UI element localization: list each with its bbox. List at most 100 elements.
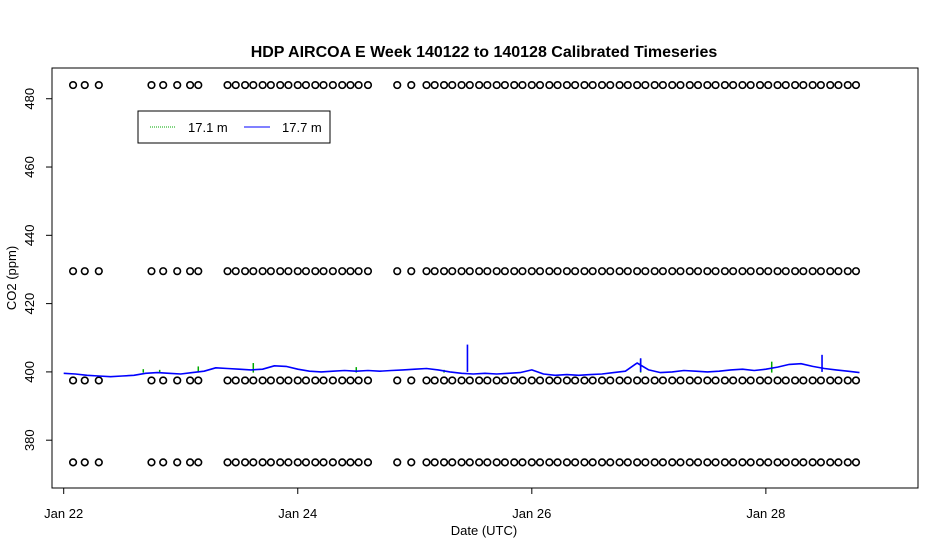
calibration-point bbox=[728, 458, 738, 467]
y-axis-label: CO2 (ppm) bbox=[4, 246, 19, 310]
calibration-point bbox=[650, 458, 659, 467]
x-axis-label: Date (UTC) bbox=[451, 523, 517, 538]
calibration-point bbox=[311, 376, 320, 385]
calibration-point bbox=[422, 267, 431, 276]
calibration-point bbox=[354, 80, 363, 90]
calibration-point bbox=[94, 458, 103, 467]
calibration-point bbox=[623, 267, 632, 276]
calibration-point bbox=[159, 458, 168, 467]
calibration-point bbox=[764, 80, 773, 90]
calibration-point bbox=[194, 80, 203, 90]
calibration-point bbox=[439, 458, 449, 467]
calibration-point bbox=[834, 267, 843, 276]
calibration-point bbox=[720, 267, 730, 276]
calibration-point bbox=[588, 458, 597, 467]
calibration-point bbox=[791, 376, 800, 385]
calibration-point bbox=[562, 376, 572, 385]
calibration-point bbox=[781, 267, 790, 276]
calibration-point bbox=[553, 80, 562, 90]
calibration-point bbox=[668, 458, 677, 467]
plot-frame bbox=[51, 67, 919, 489]
calibration-point bbox=[738, 376, 747, 385]
calibration-point bbox=[249, 267, 258, 276]
calibration-point bbox=[338, 376, 347, 385]
calibration-point bbox=[185, 458, 195, 467]
calibration-point bbox=[728, 267, 738, 276]
calibration-point bbox=[720, 80, 730, 90]
chart-title: HDP AIRCOA E Week 140122 to 140128 Calib… bbox=[251, 44, 718, 61]
calibration-point bbox=[746, 267, 755, 276]
calibration-point bbox=[422, 458, 431, 467]
calibration-point bbox=[354, 376, 363, 385]
calibration-point bbox=[311, 80, 320, 90]
calibration-point bbox=[834, 458, 843, 467]
calibration-point bbox=[301, 80, 311, 90]
calibration-point bbox=[448, 267, 457, 276]
calibration-point bbox=[816, 458, 825, 467]
calibration-point bbox=[147, 376, 156, 385]
calibration-point bbox=[668, 267, 677, 276]
calibration-point bbox=[475, 376, 484, 385]
calibration-point bbox=[393, 267, 402, 276]
calibration-point bbox=[240, 376, 250, 385]
calibration-point bbox=[231, 376, 240, 385]
calibration-point bbox=[266, 267, 275, 276]
calibration-point bbox=[668, 376, 677, 385]
calibration-point bbox=[240, 80, 250, 90]
calibration-point bbox=[641, 376, 650, 385]
calibration-point bbox=[249, 80, 258, 90]
calibration-point bbox=[843, 376, 852, 385]
y-tick-label: 480 bbox=[22, 88, 37, 110]
calibration-point bbox=[266, 458, 275, 467]
y-tick-label: 460 bbox=[22, 156, 37, 178]
calibration-point bbox=[545, 376, 554, 385]
calibration-point bbox=[80, 80, 89, 90]
x-tick-label: Jan 22 bbox=[44, 506, 83, 521]
calibration-point bbox=[430, 376, 439, 385]
y-tick-label: 420 bbox=[22, 293, 37, 315]
calibration-point bbox=[527, 458, 536, 467]
calibration-point bbox=[746, 80, 755, 90]
calibration-point bbox=[439, 376, 449, 385]
calibration-point bbox=[826, 376, 835, 385]
calibration-point bbox=[693, 267, 703, 276]
calibration-point bbox=[94, 80, 103, 90]
calibration-point bbox=[658, 80, 667, 90]
calibration-point bbox=[658, 458, 667, 467]
calibration-point bbox=[711, 458, 720, 467]
calibration-point bbox=[363, 458, 373, 467]
x-tick-label: Jan 28 bbox=[746, 506, 785, 521]
calibration-point bbox=[851, 80, 861, 90]
calibration-point bbox=[500, 267, 509, 276]
calibration-point bbox=[448, 80, 457, 90]
calibration-point bbox=[492, 376, 501, 385]
calibration-point bbox=[773, 376, 782, 385]
calibration-point bbox=[319, 267, 328, 276]
calibration-point bbox=[676, 376, 685, 385]
calibration-point bbox=[483, 376, 492, 385]
calibration-point bbox=[328, 267, 337, 276]
calibration-point bbox=[231, 80, 240, 90]
calibration-point bbox=[173, 80, 182, 90]
calibration-point bbox=[465, 267, 474, 276]
calibration-point bbox=[808, 80, 817, 90]
calibration-point bbox=[354, 458, 363, 467]
calibration-point bbox=[580, 267, 589, 276]
calibration-point bbox=[173, 267, 182, 276]
calibration-point bbox=[571, 267, 580, 276]
calibration-point bbox=[475, 267, 484, 276]
calibration-point bbox=[293, 458, 302, 467]
calibration-point bbox=[545, 267, 554, 276]
calibration-point bbox=[258, 376, 267, 385]
calibration-point bbox=[781, 80, 790, 90]
x-axis: Jan 22 Jan 24 Jan 26 Jan 28 bbox=[44, 488, 785, 521]
calibration-point bbox=[728, 80, 738, 90]
calibration-point bbox=[457, 80, 466, 90]
calibration-point bbox=[720, 376, 730, 385]
calibration-point bbox=[553, 458, 562, 467]
calibration-point bbox=[393, 376, 402, 385]
calibration-point bbox=[703, 458, 712, 467]
calibration-point bbox=[755, 267, 765, 276]
calibration-point bbox=[668, 80, 677, 90]
